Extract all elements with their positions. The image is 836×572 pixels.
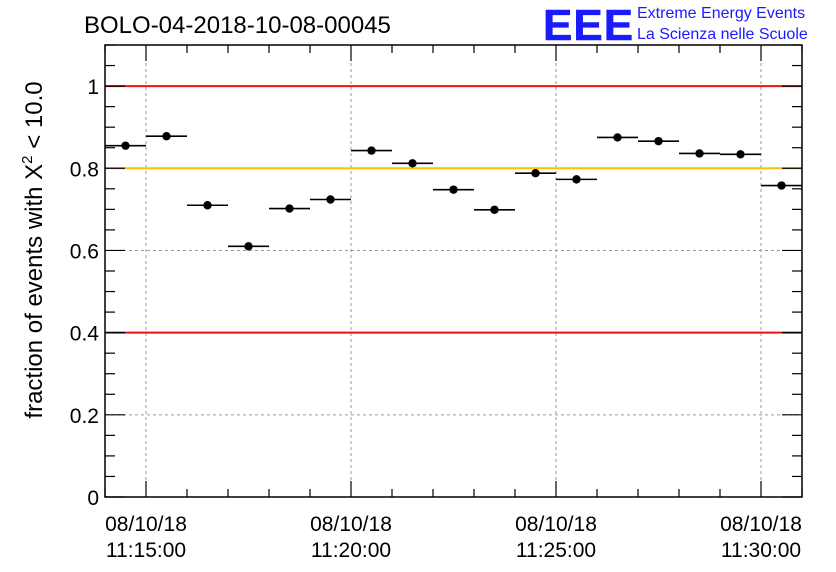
- data-point-12: [597, 133, 638, 142]
- data-point-4: [269, 204, 310, 213]
- x-tick-date-1: 08/10/18: [310, 513, 392, 536]
- y-axis-label: fraction of events with X2 < 10.0: [19, 81, 48, 418]
- y-tick-label-4: 0.8: [70, 158, 99, 181]
- y-axis-ticks: 0 0.2 0.4 0.6 0.8 1: [70, 44, 802, 510]
- data-point-9: [474, 205, 515, 214]
- data-point-5: [310, 195, 351, 204]
- x-tick-time-0: 11:15:00: [106, 539, 186, 562]
- data-point-16: [761, 181, 802, 190]
- x-tick-date-0: 08/10/18: [105, 513, 187, 536]
- data-point-marker-1: [162, 132, 171, 141]
- axes: [104, 44, 803, 498]
- y-tick-label-0: 0: [87, 487, 99, 510]
- data-point-8: [433, 185, 474, 194]
- logo-line-1: Extreme Energy Events: [637, 5, 805, 22]
- x-tick-time-2: 11:25:00: [516, 539, 596, 562]
- data-point-marker-3: [244, 242, 253, 251]
- data-point-15: [720, 150, 761, 159]
- data-point-marker-0: [121, 141, 130, 150]
- x-tick-date-2: 08/10/18: [515, 513, 597, 536]
- data-point-marker-5: [326, 195, 335, 204]
- data-point-0: [105, 141, 146, 150]
- data-point-marker-6: [367, 146, 376, 155]
- data-point-marker-14: [695, 149, 704, 158]
- grid: [105, 45, 802, 497]
- y-axis-label-main: fraction of events with X: [21, 164, 48, 419]
- y-tick-label-5: 1: [87, 76, 99, 99]
- data-point-marker-10: [531, 169, 540, 178]
- data-point-marker-2: [203, 201, 212, 210]
- x-tick-time-1: 11:20:00: [311, 539, 391, 562]
- data-point-marker-7: [408, 159, 417, 168]
- data-point-marker-4: [285, 204, 294, 213]
- data-point-marker-11: [572, 175, 581, 184]
- data-point-marker-12: [613, 133, 622, 142]
- y-axis-label-sup: 2: [19, 155, 36, 163]
- data-point-7: [392, 159, 433, 168]
- data-point-6: [351, 146, 392, 155]
- x-tick-label-0: 08/10/18 11:15:00: [105, 513, 187, 562]
- data-point-13: [638, 136, 679, 146]
- data-point-marker-15: [736, 150, 745, 159]
- x-tick-label-1: 08/10/18 11:20:00: [310, 513, 392, 562]
- data-points: [105, 132, 802, 251]
- reference-lines: [105, 85, 802, 334]
- data-point-10: [515, 169, 556, 178]
- data-point-marker-9: [490, 205, 499, 214]
- data-point-14: [679, 149, 720, 158]
- x-tick-label-3: 08/10/18 11:30:00: [720, 513, 802, 562]
- chart-title: BOLO-04-2018-10-08-00045: [84, 12, 391, 39]
- data-point-3: [228, 242, 269, 251]
- data-point-2: [187, 201, 228, 210]
- data-point-marker-8: [449, 185, 458, 194]
- logo-mark: EEE: [543, 1, 634, 50]
- y-tick-label-1: 0.2: [70, 405, 99, 428]
- y-tick-label-3: 0.6: [70, 240, 99, 263]
- y-axis-label-tail: < 10.0: [21, 81, 48, 155]
- x-tick-time-3: 11:30:00: [721, 539, 801, 562]
- eee-logo: EEE Extreme Energy Events La Scienza nel…: [543, 1, 808, 51]
- plot-frame: [104, 44, 803, 498]
- data-point-marker-13: [654, 136, 663, 146]
- data-point-11: [556, 175, 597, 184]
- y-tick-label-2: 0.4: [70, 323, 100, 346]
- data-point-marker-16: [777, 181, 786, 190]
- x-tick-date-3: 08/10/18: [720, 513, 802, 536]
- data-point-1: [146, 132, 187, 141]
- logo-line-2: La Scienza nelle Scuole: [637, 26, 808, 43]
- x-tick-label-2: 08/10/18 11:25:00: [515, 513, 597, 562]
